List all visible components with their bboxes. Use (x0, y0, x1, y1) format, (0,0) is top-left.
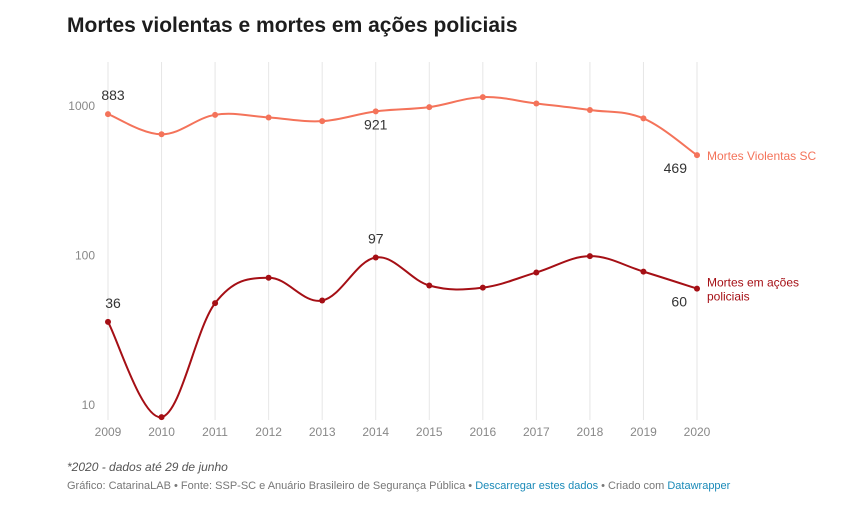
series-name-label: policiais (707, 290, 750, 304)
footnote: *2020 - dados até 29 de junho (67, 460, 228, 474)
datawrapper-link[interactable]: Datawrapper (667, 480, 731, 492)
x-tick-label: 2009 (95, 425, 122, 439)
x-tick-label: 2015 (416, 425, 443, 439)
data-point (479, 94, 486, 101)
data-label: 921 (364, 116, 388, 132)
series-line (107, 96, 698, 156)
data-point (694, 285, 700, 292)
x-tick-label: 2017 (523, 425, 550, 439)
data-point (212, 300, 219, 307)
series-name-label: Mortes em ações (707, 276, 799, 290)
y-tick-label: 100 (75, 249, 95, 263)
x-tick-label: 2014 (362, 425, 389, 439)
data-label: 97 (368, 230, 384, 246)
x-tick-label: 2013 (309, 425, 336, 439)
data-point (533, 100, 540, 107)
data-label: 36 (105, 295, 121, 311)
data-point (640, 268, 647, 275)
data-point (105, 111, 111, 118)
data-point (533, 269, 540, 276)
x-tick-label: 2011 (202, 425, 228, 439)
x-tick-label: 2018 (577, 425, 604, 439)
data-label: 60 (671, 294, 687, 310)
data-point (265, 274, 272, 281)
download-data-link[interactable]: Descarregar estes dados (475, 480, 599, 492)
data-point (158, 131, 165, 138)
data-point (426, 104, 433, 111)
data-point (212, 111, 219, 118)
data-label: 883 (101, 87, 125, 103)
series-name-label: Mortes Violentas SC (707, 149, 816, 163)
data-point (694, 152, 700, 159)
data-point (319, 118, 326, 125)
data-point (319, 297, 326, 304)
data-point (586, 253, 593, 260)
x-tick-label: 2016 (469, 425, 496, 439)
data-point (426, 282, 433, 289)
data-point (479, 284, 486, 291)
data-point (586, 107, 593, 114)
x-tick-label: 2012 (255, 425, 282, 439)
data-point (265, 114, 272, 121)
data-point (158, 414, 165, 421)
x-tick-label: 2019 (630, 425, 657, 439)
data-label: 469 (664, 160, 688, 176)
footer-created-with: • Criado com (598, 480, 668, 492)
footer-credits: Gráfico: CatarinaLAB • Fonte: SSP-SC e A… (67, 480, 476, 492)
series-line (107, 255, 698, 419)
x-tick-label: 2020 (684, 425, 711, 439)
data-point (372, 108, 379, 115)
chart-title: Mortes violentas e mortes em ações polic… (67, 14, 518, 37)
y-tick-label: 10 (82, 398, 96, 412)
y-tick-label: 1000 (68, 99, 95, 113)
chart-footer: Gráfico: CatarinaLAB • Fonte: SSP-SC e A… (67, 480, 730, 492)
data-point (105, 318, 111, 325)
x-tick-label: 2010 (148, 425, 175, 439)
data-point (372, 254, 379, 261)
data-point (640, 115, 647, 122)
